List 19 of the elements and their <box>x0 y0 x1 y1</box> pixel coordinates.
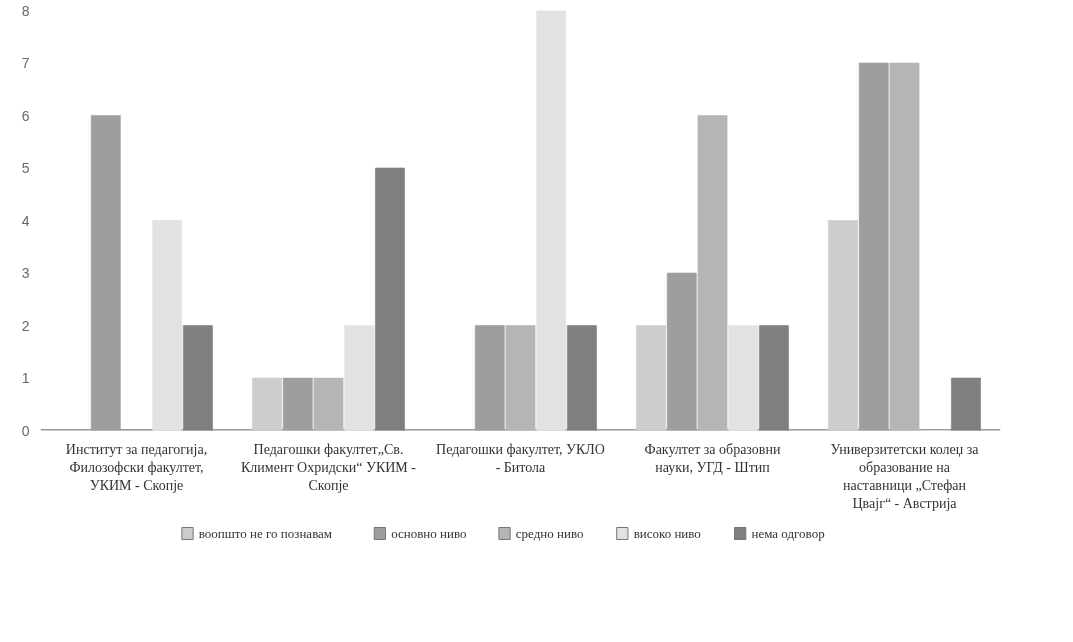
legend-label: воопшто не го познавам <box>198 526 333 541</box>
y-tick-label: 5 <box>21 160 30 176</box>
x-tick-label: Педагошки факултет, УКЛО - Битола <box>436 441 605 475</box>
legend-label: високо ниво <box>633 526 701 541</box>
y-tick-label: 7 <box>21 55 30 71</box>
y-tick-label: 0 <box>21 422 30 439</box>
y-tick-label: 8 <box>21 2 30 19</box>
x-tick-label: Педагошки факултет„Св. Климент Охридски“ УКИМ - Скопје <box>241 441 417 493</box>
legend-label: средно ниво <box>515 526 584 541</box>
y-tick-label: 4 <box>21 212 30 229</box>
y-tick-label: 2 <box>21 317 30 334</box>
legend-label: основно ниво <box>391 526 467 541</box>
y-tick-label: 6 <box>21 107 30 124</box>
y-tick-label: 3 <box>21 265 30 281</box>
legend-label: нема одговор <box>751 526 825 541</box>
x-tick-label: Универзитетски колеџ за образование на наставници „Стефан Цвајг“ - Австрија <box>830 441 980 511</box>
x-tick-label: Институт за педагогија, Филозофски факултет, УКИМ - Скопје <box>65 441 208 493</box>
y-tick-label: 1 <box>21 370 30 386</box>
x-tick-label: Факултет за образовни науки, УГД - Штип <box>644 441 781 475</box>
